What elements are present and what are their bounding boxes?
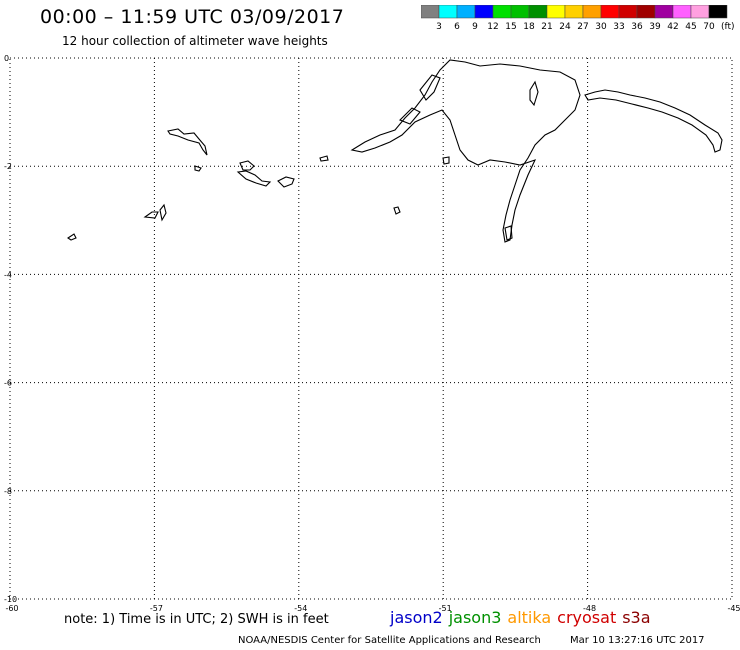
satellite-legend: jason2 jason3 altika cryosat s3a — [390, 608, 657, 627]
y-tick-label: 0 — [4, 54, 9, 63]
island-outline — [167, 128, 208, 156]
legend-jason3: jason3 — [448, 608, 502, 627]
island-outline — [143, 211, 159, 219]
legend-s3a: s3a — [622, 608, 651, 627]
island-outline — [504, 225, 513, 241]
colorbar-label: 70 — [703, 22, 715, 32]
map-title: 00:00 – 11:59 UTC 03/09/2017 — [40, 6, 345, 28]
colorbar-label: 9 — [472, 22, 478, 32]
credit-line: NOAA/NESDIS Center for Satellite Applica… — [238, 635, 705, 646]
colorbar-label: 3 — [436, 22, 442, 32]
island-outline — [159, 203, 167, 222]
map-axes: -60 -57 -54 -51 -48 -45 0 -2 -4 -6 -8 -10 — [4, 54, 740, 613]
coastline-east — [584, 89, 723, 153]
x-tick-label: -60 — [5, 604, 18, 613]
x-tick-label: -48 — [583, 604, 596, 613]
graticule-grid — [9, 57, 733, 600]
island-outline — [67, 233, 77, 241]
island-outline — [277, 176, 295, 188]
map-plot: -60 -57 -54 -51 -48 -45 0 -2 -4 -6 -8 -10 — [4, 54, 740, 613]
island-outline — [393, 206, 401, 215]
colorbar-label: 45 — [685, 22, 696, 32]
colorbar-label: 27 — [577, 22, 588, 32]
y-tick-label: -6 — [4, 379, 12, 388]
island-outline — [319, 155, 329, 162]
credit-text: NOAA/NESDIS Center for Satellite Applica… — [238, 635, 541, 646]
y-tick-label: -4 — [4, 270, 12, 279]
landmass-outline — [399, 107, 421, 125]
island-outline — [239, 160, 255, 171]
lake-outline — [529, 80, 539, 107]
map-frame — [9, 57, 733, 600]
legend-altika: altika — [507, 608, 552, 627]
colorbar-label: 15 — [505, 22, 516, 32]
y-tick-label: -2 — [4, 162, 12, 171]
colorbar-label: 30 — [595, 22, 607, 32]
coastline — [67, 59, 723, 243]
colorbar-label: 24 — [559, 22, 571, 32]
colorbar-unit: (ft) — [721, 22, 735, 32]
colorbar-label: 42 — [667, 22, 678, 32]
x-tick-label: -57 — [150, 604, 163, 613]
x-tick-label: -54 — [294, 604, 307, 613]
island-outline — [194, 165, 202, 172]
y-tick-label: -8 — [4, 487, 12, 496]
colorbar-label: 18 — [523, 22, 535, 32]
landmass-outline — [350, 59, 581, 243]
colorbar-label: 6 — [454, 22, 460, 32]
x-tick-label: -51 — [439, 604, 452, 613]
legend-jason2: jason2 — [390, 608, 443, 627]
y-tick-label: -10 — [4, 595, 17, 604]
map-subtitle: 12 hour collection of altimeter wave hei… — [62, 34, 328, 48]
colorbar-label: 39 — [649, 22, 661, 32]
colorbar-label: 36 — [631, 22, 643, 32]
footnote: note: 1) Time is in UTC; 2) SWH is in fe… — [64, 612, 329, 627]
landmass-outline — [419, 74, 441, 101]
timestamp: Mar 10 13:27:16 UTC 2017 — [570, 635, 705, 646]
colorbar-swatch — [708, 5, 728, 19]
colorbar-label: 21 — [541, 22, 552, 32]
island-outline — [236, 170, 272, 187]
colorbar-label: 33 — [613, 22, 624, 32]
colorbar-label: 12 — [487, 22, 498, 32]
x-tick-label: -45 — [727, 604, 740, 613]
legend-cryosat: cryosat — [557, 608, 617, 627]
wave-height-colorbar: 3 6 9 12 15 18 21 24 27 30 33 36 39 42 45 70 (ft) — [421, 5, 735, 32]
island-outline — [442, 156, 450, 165]
